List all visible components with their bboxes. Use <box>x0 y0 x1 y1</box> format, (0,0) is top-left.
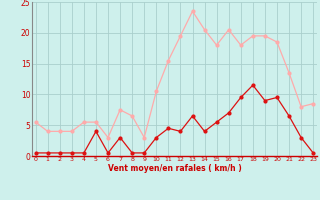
X-axis label: Vent moyen/en rafales ( km/h ): Vent moyen/en rafales ( km/h ) <box>108 164 241 173</box>
